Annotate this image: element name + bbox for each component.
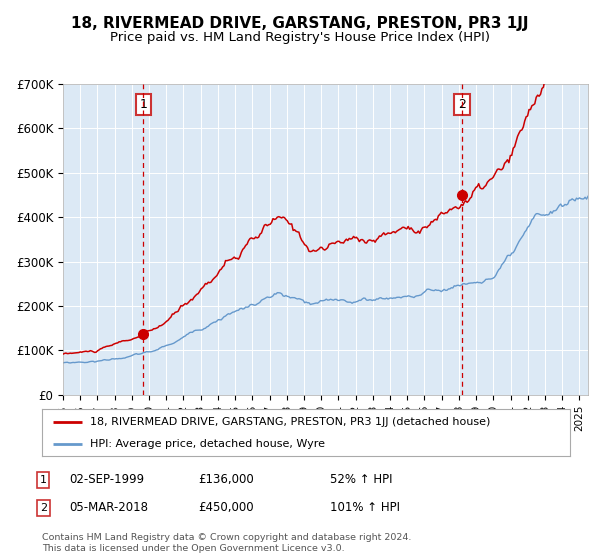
Text: 101% ↑ HPI: 101% ↑ HPI bbox=[330, 501, 400, 515]
Text: 18, RIVERMEAD DRIVE, GARSTANG, PRESTON, PR3 1JJ (detached house): 18, RIVERMEAD DRIVE, GARSTANG, PRESTON, … bbox=[89, 417, 490, 427]
Text: 2: 2 bbox=[458, 98, 466, 111]
Text: 18, RIVERMEAD DRIVE, GARSTANG, PRESTON, PR3 1JJ: 18, RIVERMEAD DRIVE, GARSTANG, PRESTON, … bbox=[71, 16, 529, 31]
Text: HPI: Average price, detached house, Wyre: HPI: Average price, detached house, Wyre bbox=[89, 439, 325, 449]
Text: 02-SEP-1999: 02-SEP-1999 bbox=[69, 473, 144, 487]
Text: 1: 1 bbox=[139, 98, 148, 111]
Text: Price paid vs. HM Land Registry's House Price Index (HPI): Price paid vs. HM Land Registry's House … bbox=[110, 31, 490, 44]
Text: Contains HM Land Registry data © Crown copyright and database right 2024.
This d: Contains HM Land Registry data © Crown c… bbox=[42, 533, 412, 553]
Text: 1: 1 bbox=[40, 475, 47, 485]
Text: £450,000: £450,000 bbox=[198, 501, 254, 515]
Text: 05-MAR-2018: 05-MAR-2018 bbox=[69, 501, 148, 515]
Text: 52% ↑ HPI: 52% ↑ HPI bbox=[330, 473, 392, 487]
Text: £136,000: £136,000 bbox=[198, 473, 254, 487]
Text: 2: 2 bbox=[40, 503, 47, 513]
